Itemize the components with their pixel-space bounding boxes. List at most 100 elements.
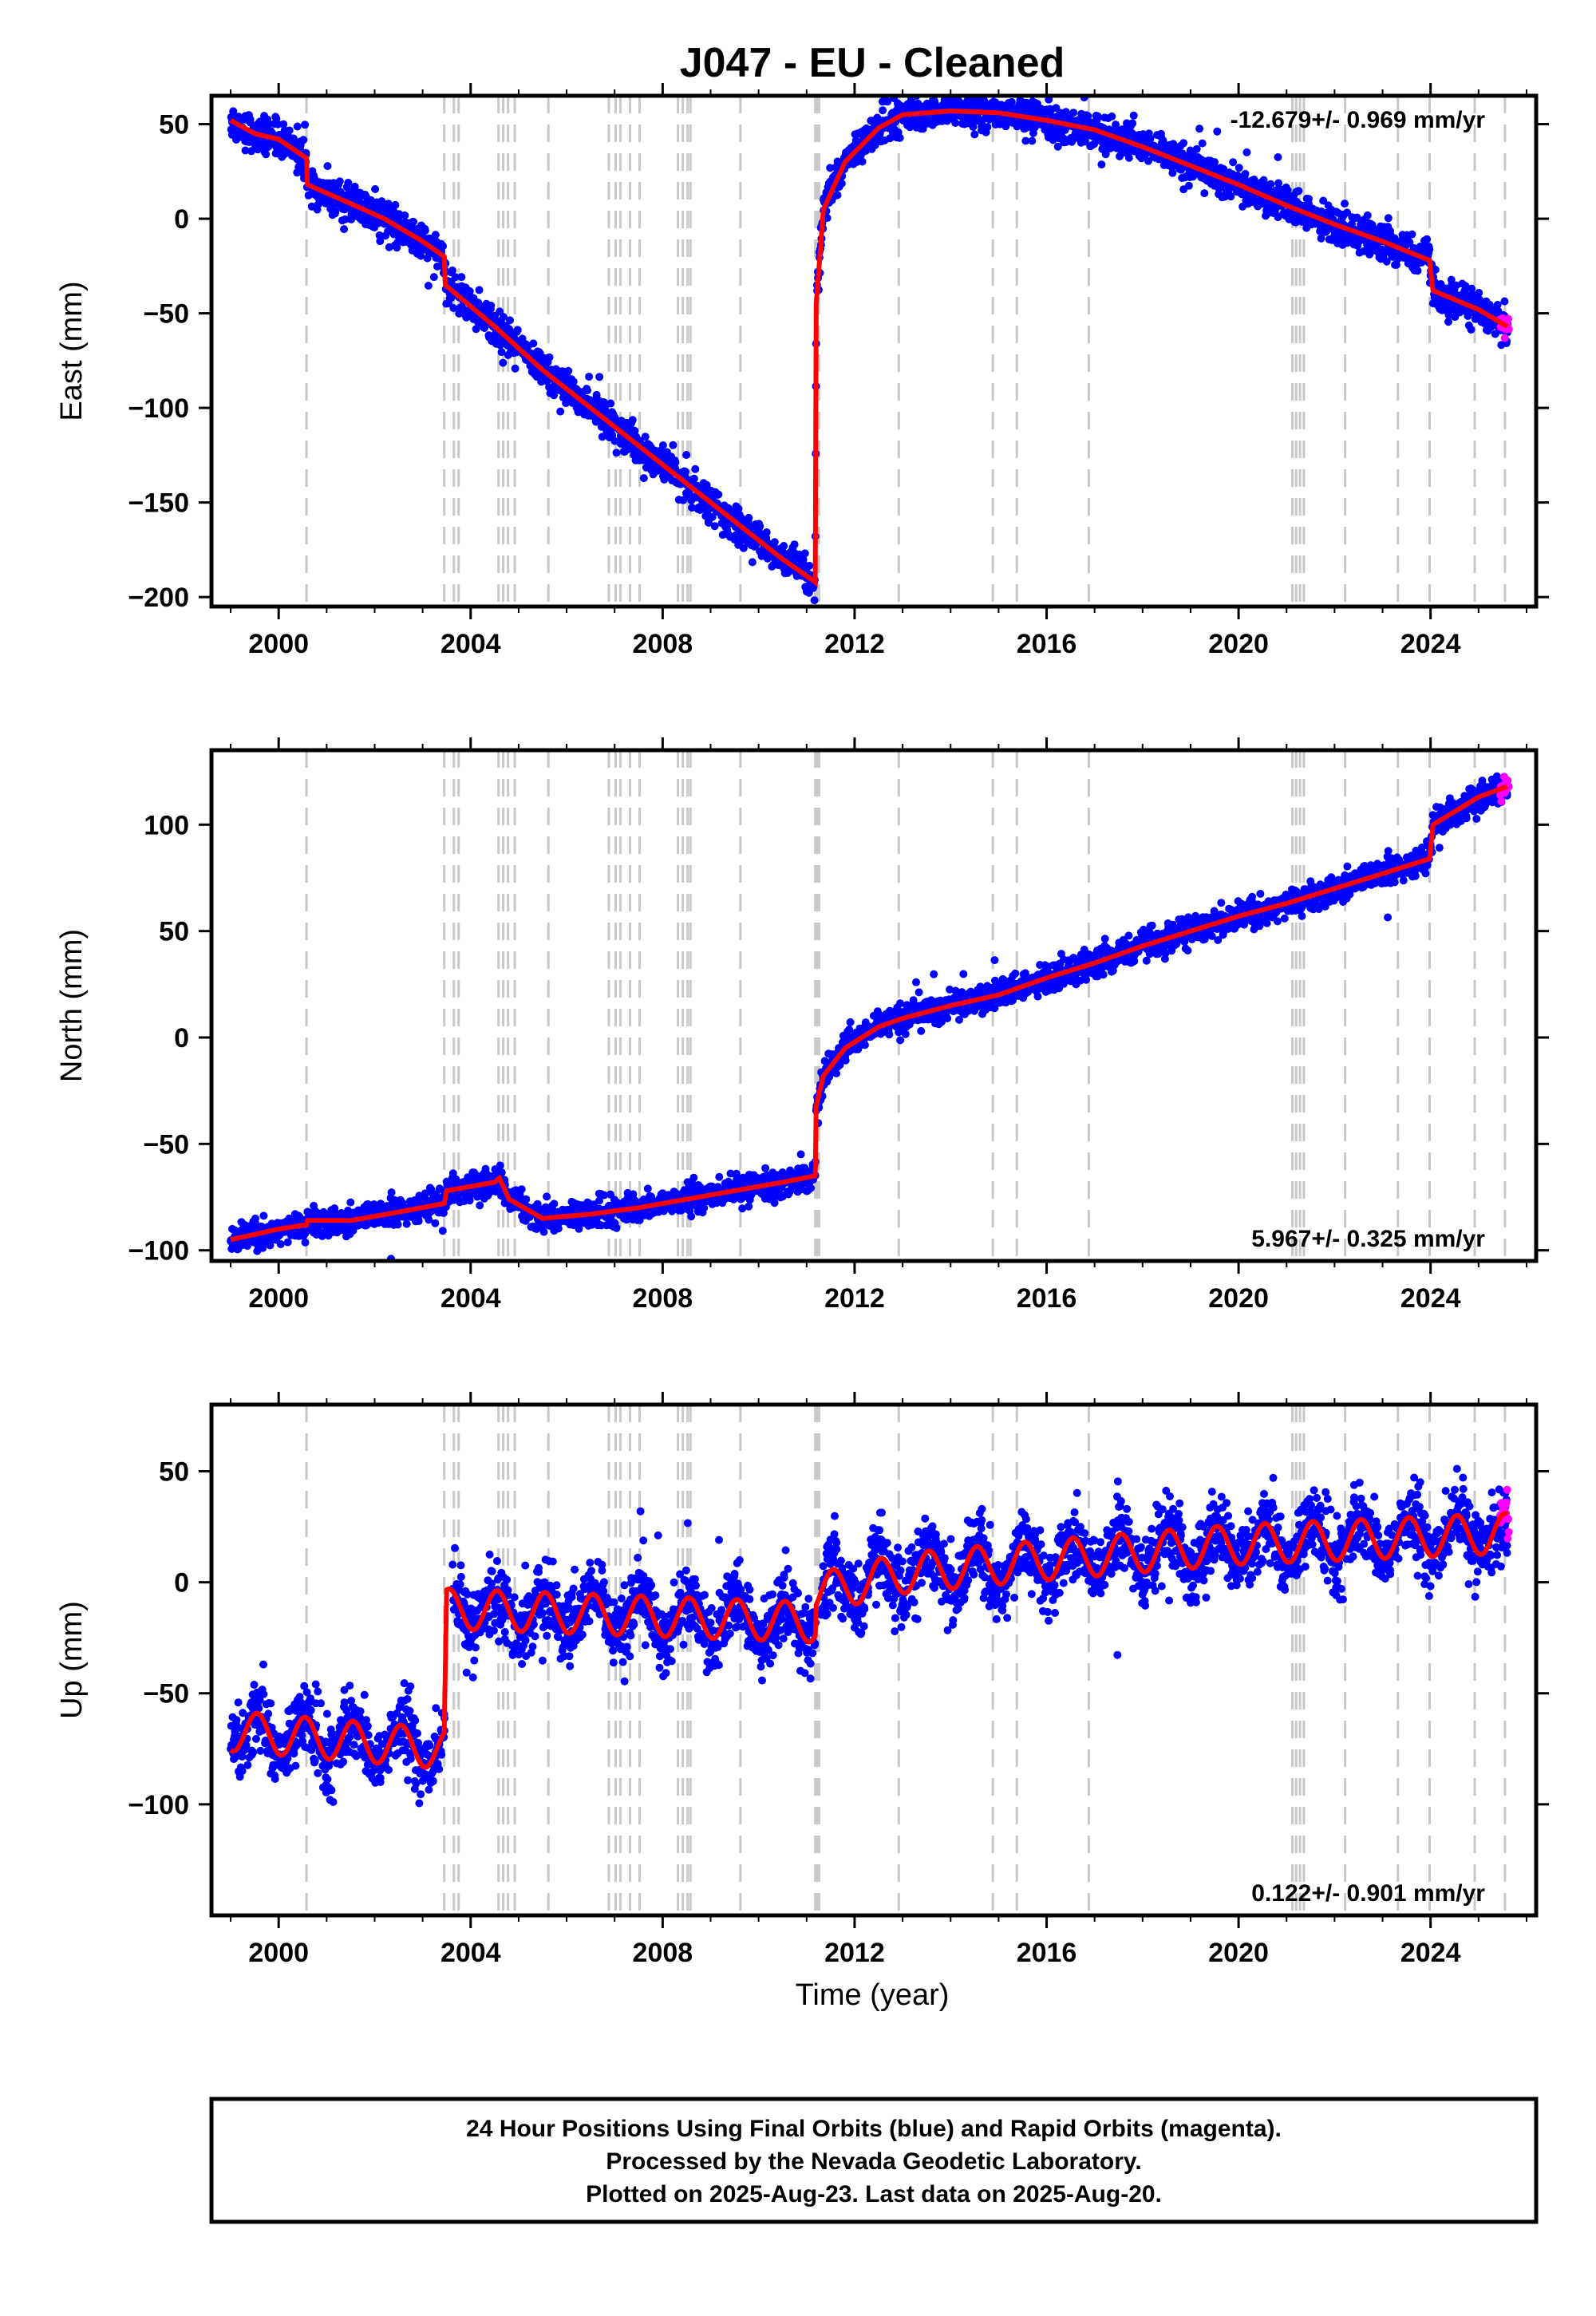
final-orbit-point (331, 207, 340, 215)
x-tick-label: 2008 (633, 629, 693, 659)
final-orbit-point (1069, 109, 1078, 117)
y-tick-label: −100 (128, 393, 189, 424)
final-orbit-point (1425, 245, 1434, 254)
final-orbit-point (375, 231, 384, 239)
final-orbit-point (1184, 181, 1193, 190)
final-orbit-point (401, 211, 409, 219)
final-orbit-point (983, 123, 992, 132)
x-tick-label: 2016 (1017, 629, 1077, 659)
final-orbit-point (251, 1214, 259, 1223)
final-orbit-point (476, 1201, 484, 1210)
plot-frame (209, 93, 1539, 609)
final-orbit-point (714, 490, 723, 499)
final-orbit-point (465, 1196, 474, 1205)
final-orbit-point (1179, 139, 1188, 148)
final-orbit-point (669, 441, 678, 449)
final-orbit-point (810, 596, 819, 605)
final-orbit-point (682, 451, 691, 459)
final-orbit-point (598, 433, 606, 441)
final-orbit-point (543, 1192, 551, 1201)
final-orbit-point (350, 182, 359, 191)
final-orbit-point (745, 1202, 753, 1211)
final-orbit-point (439, 242, 447, 251)
final-orbit-point (517, 1185, 526, 1194)
x-tick-label: 2000 (248, 629, 309, 659)
final-orbit-point (971, 87, 979, 95)
final-orbit-point (283, 1238, 292, 1247)
final-orbit-point (497, 348, 506, 357)
final-orbit-point (377, 197, 386, 206)
final-orbit-point (1200, 189, 1209, 198)
final-orbit-point (970, 130, 979, 139)
final-orbit-point (387, 1188, 396, 1197)
final-orbit-point (564, 366, 573, 375)
final-orbit-point (424, 282, 433, 290)
final-orbit-point (790, 540, 799, 549)
final-orbit-point (229, 107, 238, 116)
final-orbit-point (556, 407, 565, 416)
final-orbit-point (833, 191, 842, 200)
final-orbit-point (1353, 213, 1361, 222)
final-orbit-point (756, 522, 764, 531)
final-orbit-point (429, 273, 438, 282)
final-orbit-point (967, 87, 975, 95)
y-tick-label: −150 (128, 488, 189, 519)
final-orbit-point (449, 304, 458, 312)
final-orbit-point (805, 562, 814, 570)
final-orbit-point (1266, 180, 1275, 188)
final-orbit-point (762, 528, 771, 536)
final-orbit-point (423, 254, 432, 263)
final-orbit-point (346, 1198, 355, 1207)
rapid-orbit-point (1500, 334, 1509, 342)
final-orbit-point (335, 177, 344, 186)
final-orbit-point (431, 1219, 440, 1227)
final-orbit-point (569, 377, 578, 386)
x-tick-label: 2024 (1400, 629, 1461, 659)
final-orbit-point (658, 441, 667, 449)
final-orbit-point (1341, 200, 1349, 208)
figure-title: J047 - EU - Cleaned (680, 40, 1065, 86)
final-orbit-point (1213, 127, 1222, 136)
final-orbit-point (1467, 326, 1476, 334)
final-orbit-point (499, 358, 508, 367)
final-orbit-point (299, 136, 308, 144)
final-orbit-point (451, 273, 460, 282)
x-tick-label: 2004 (440, 629, 501, 659)
final-orbit-point (1413, 267, 1422, 275)
scatter-points (227, 772, 1513, 1261)
final-orbit-point (770, 1199, 779, 1207)
final-orbit-point (276, 1240, 285, 1248)
final-orbit-point (391, 200, 400, 209)
final-orbit-point (1363, 211, 1372, 219)
final-orbit-point (472, 325, 480, 334)
model-line (229, 109, 1510, 588)
final-orbit-point (1093, 113, 1102, 122)
final-orbit-point (500, 313, 508, 322)
final-orbit-point (371, 185, 380, 193)
final-orbit-point (264, 120, 273, 128)
final-orbit-point (393, 1220, 402, 1229)
final-orbit-point (529, 339, 538, 348)
final-orbit-point (1423, 235, 1432, 243)
final-orbit-point (562, 399, 571, 408)
final-orbit-point (301, 121, 310, 129)
final-orbit-point (1168, 168, 1177, 177)
final-orbit-point (1108, 112, 1116, 121)
final-orbit-point (800, 549, 809, 558)
final-orbit-point (241, 146, 250, 155)
final-orbit-point (487, 302, 496, 310)
final-orbit-point (710, 522, 719, 531)
y-tick-label: 50 (159, 110, 189, 140)
final-orbit-point (748, 558, 757, 567)
final-orbit-point (1124, 153, 1133, 162)
final-orbit-point (256, 81, 264, 89)
final-orbit-point (1198, 139, 1207, 148)
x-tick-label: 2012 (824, 629, 885, 659)
final-orbit-point (376, 237, 385, 246)
final-orbit-point (583, 386, 592, 395)
final-orbit-point (927, 87, 935, 95)
final-orbit-point (545, 353, 554, 362)
final-orbit-point (612, 1223, 621, 1232)
final-orbit-point (770, 538, 779, 547)
final-orbit-point (475, 286, 484, 294)
